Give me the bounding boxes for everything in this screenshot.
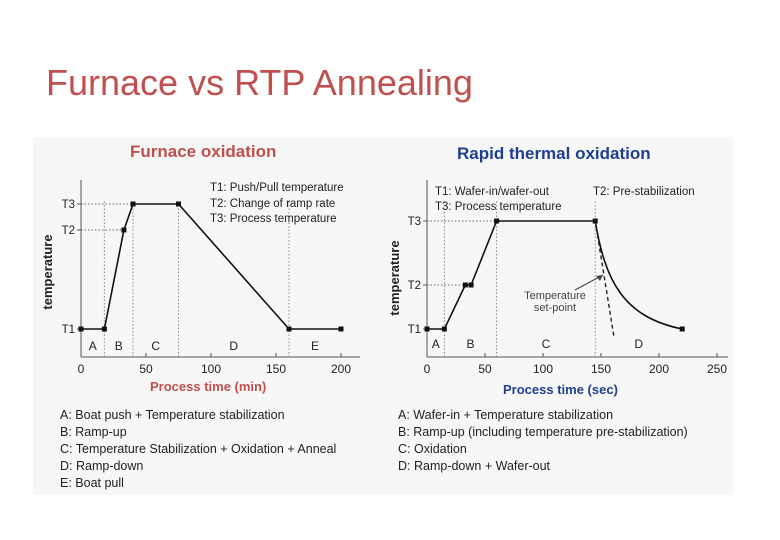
x-tick-label: 0 [424, 362, 431, 376]
furnace-legend-item: B: Ramp-up [60, 425, 127, 439]
y-axis-label: temperature [387, 240, 402, 315]
x-tick-label: 150 [591, 362, 611, 376]
segment-label: B [466, 337, 474, 351]
x-tick-label: 100 [533, 362, 553, 376]
data-point [462, 282, 468, 288]
setpoint-line [594, 220, 615, 338]
data-point [468, 282, 474, 288]
data-point [78, 326, 84, 332]
furnace-legend-item: D: Ramp-down [60, 459, 144, 473]
rto-legend-item: D: Ramp-down + Wafer-out [398, 459, 551, 473]
furnace-legend: A: Boat push + Temperature stabilization… [60, 407, 336, 492]
segment-label: C [542, 337, 551, 351]
x-tick-label: 0 [78, 362, 85, 376]
segment-label: C [151, 339, 160, 353]
y-level-label: T2 [62, 225, 75, 237]
data-point [679, 326, 685, 332]
data-point [121, 227, 127, 233]
setpoint-annotation: set-point [534, 302, 576, 314]
chart-annotation: T3: Process temperature [210, 213, 337, 225]
series-line [427, 220, 683, 330]
furnace-legend-item: E: Boat pull [60, 476, 124, 490]
segment-label: E [311, 339, 319, 353]
chart-title: Rapid thermal oxidation [457, 144, 651, 163]
rto-legend-item: B: Ramp-up (including temperature pre-st… [398, 425, 688, 439]
setpoint-arrowhead [596, 275, 603, 281]
x-axis-label: Process time (min) [150, 379, 266, 394]
furnace-legend-item: A: Boat push + Temperature stabilization [60, 408, 285, 422]
x-tick-label: 50 [139, 362, 153, 376]
y-level-label: T3 [408, 216, 421, 228]
figure-panel [33, 137, 733, 495]
chart-title: Furnace oxidation [130, 142, 276, 161]
x-tick-label: 50 [478, 362, 492, 376]
x-axis-label: Process time (sec) [503, 382, 618, 397]
rto-legend: A: Wafer-in + Temperature stabilization … [398, 407, 688, 475]
segment-label: A [432, 337, 440, 351]
x-tick-label: 200 [649, 362, 669, 376]
chart-annotation: T2: Pre-stabilization [593, 186, 695, 198]
chart-annotation: T1: Wafer-in/wafer-out [435, 186, 550, 198]
data-point [286, 326, 292, 332]
segment-label: D [634, 337, 643, 351]
x-tick-label: 250 [707, 362, 727, 376]
data-point [176, 201, 181, 207]
rto-legend-item: A: Wafer-in + Temperature stabilization [398, 408, 614, 422]
x-tick-label: 100 [201, 362, 221, 376]
x-tick-label: 150 [266, 362, 286, 376]
data-point [424, 326, 430, 332]
chart-annotation: T3: Process temperature [435, 201, 562, 213]
segment-label: B [115, 339, 123, 353]
data-point [101, 326, 107, 332]
y-level-label: T2 [408, 280, 421, 292]
chart-annotation: T2: Change of ramp rate [210, 198, 335, 210]
rto-legend-item: C: Oxidation [398, 442, 467, 456]
data-point [130, 201, 136, 207]
y-level-label: T3 [62, 199, 75, 211]
y-level-label: T1 [62, 324, 75, 336]
data-point [494, 218, 500, 224]
segment-label: A [89, 339, 97, 353]
data-point [338, 326, 344, 332]
y-level-label: T1 [408, 324, 421, 336]
data-point [441, 326, 447, 332]
furnace-legend-item: C: Temperature Stabilization + Oxidation… [60, 442, 337, 456]
setpoint-annotation: Temperature [524, 290, 586, 302]
y-axis-label: temperature [40, 234, 55, 309]
x-tick-label: 200 [331, 362, 351, 376]
slide-title: Furnace vs RTP Annealing [46, 62, 473, 103]
chart-annotation: T1: Push/Pull temperature [210, 182, 344, 194]
segment-label: D [229, 339, 238, 353]
